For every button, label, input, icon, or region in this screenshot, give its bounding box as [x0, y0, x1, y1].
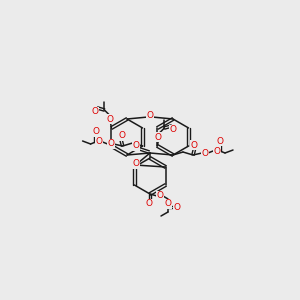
Text: O: O: [107, 115, 114, 124]
Text: O: O: [164, 200, 172, 208]
Text: O: O: [133, 160, 140, 169]
Text: O: O: [170, 125, 177, 134]
Text: O: O: [107, 140, 114, 148]
Text: O: O: [146, 110, 154, 119]
Text: O: O: [155, 133, 162, 142]
Text: O: O: [173, 202, 181, 211]
Text: O: O: [217, 136, 224, 146]
Text: O: O: [92, 128, 99, 136]
Text: O: O: [190, 140, 197, 149]
Text: O: O: [146, 200, 152, 208]
Text: O: O: [202, 148, 208, 158]
Text: O: O: [95, 137, 102, 146]
Text: O: O: [214, 146, 220, 155]
Text: O: O: [92, 107, 99, 116]
Text: O: O: [157, 191, 164, 200]
Text: O: O: [133, 142, 140, 151]
Text: O: O: [118, 131, 125, 140]
